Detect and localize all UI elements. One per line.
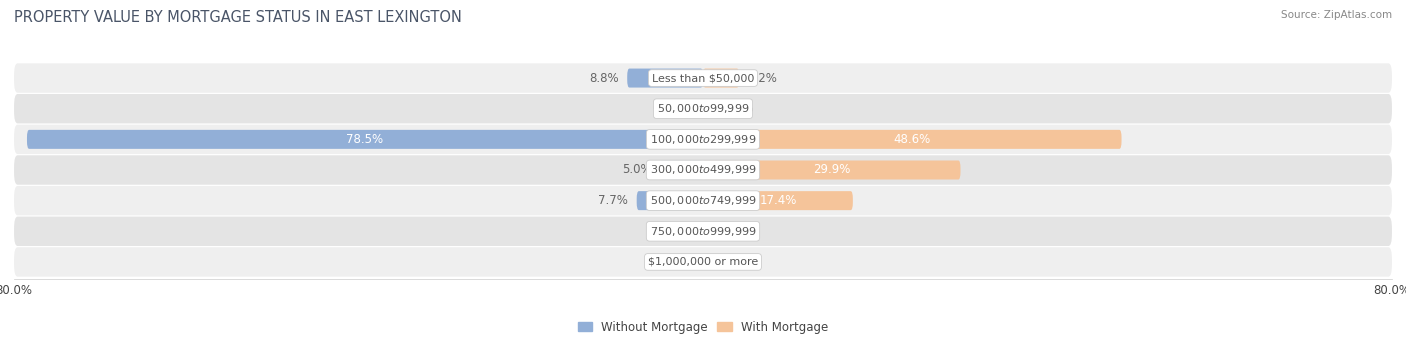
FancyBboxPatch shape — [14, 155, 1392, 185]
FancyBboxPatch shape — [14, 94, 1392, 123]
Text: $100,000 to $299,999: $100,000 to $299,999 — [650, 133, 756, 146]
Text: 17.4%: 17.4% — [759, 194, 797, 207]
FancyBboxPatch shape — [14, 125, 1392, 154]
Text: 29.9%: 29.9% — [813, 164, 851, 176]
FancyBboxPatch shape — [14, 217, 1392, 246]
Text: 0.0%: 0.0% — [724, 102, 754, 115]
Text: 0.0%: 0.0% — [652, 255, 682, 269]
FancyBboxPatch shape — [27, 130, 703, 149]
FancyBboxPatch shape — [627, 69, 703, 88]
Text: 0.0%: 0.0% — [652, 225, 682, 238]
Text: 8.8%: 8.8% — [589, 71, 619, 85]
FancyBboxPatch shape — [637, 191, 703, 210]
Legend: Without Mortgage, With Mortgage: Without Mortgage, With Mortgage — [578, 321, 828, 334]
Text: $300,000 to $499,999: $300,000 to $499,999 — [650, 164, 756, 176]
FancyBboxPatch shape — [703, 160, 960, 180]
Text: PROPERTY VALUE BY MORTGAGE STATUS IN EAST LEXINGTON: PROPERTY VALUE BY MORTGAGE STATUS IN EAS… — [14, 10, 463, 25]
FancyBboxPatch shape — [703, 130, 1122, 149]
Text: 48.6%: 48.6% — [894, 133, 931, 146]
Text: 78.5%: 78.5% — [346, 133, 384, 146]
Text: 0.0%: 0.0% — [724, 255, 754, 269]
Text: $750,000 to $999,999: $750,000 to $999,999 — [650, 225, 756, 238]
Text: Source: ZipAtlas.com: Source: ZipAtlas.com — [1281, 10, 1392, 20]
Text: 0.0%: 0.0% — [652, 102, 682, 115]
Text: $500,000 to $749,999: $500,000 to $749,999 — [650, 194, 756, 207]
FancyBboxPatch shape — [703, 191, 853, 210]
FancyBboxPatch shape — [14, 186, 1392, 215]
Text: 5.0%: 5.0% — [621, 164, 651, 176]
FancyBboxPatch shape — [14, 247, 1392, 277]
Text: 4.2%: 4.2% — [748, 71, 778, 85]
Text: 7.7%: 7.7% — [598, 194, 628, 207]
Text: 0.0%: 0.0% — [724, 225, 754, 238]
FancyBboxPatch shape — [659, 160, 703, 180]
FancyBboxPatch shape — [703, 69, 740, 88]
Text: Less than $50,000: Less than $50,000 — [652, 73, 754, 83]
Text: $50,000 to $99,999: $50,000 to $99,999 — [657, 102, 749, 115]
FancyBboxPatch shape — [14, 63, 1392, 93]
Text: $1,000,000 or more: $1,000,000 or more — [648, 257, 758, 267]
